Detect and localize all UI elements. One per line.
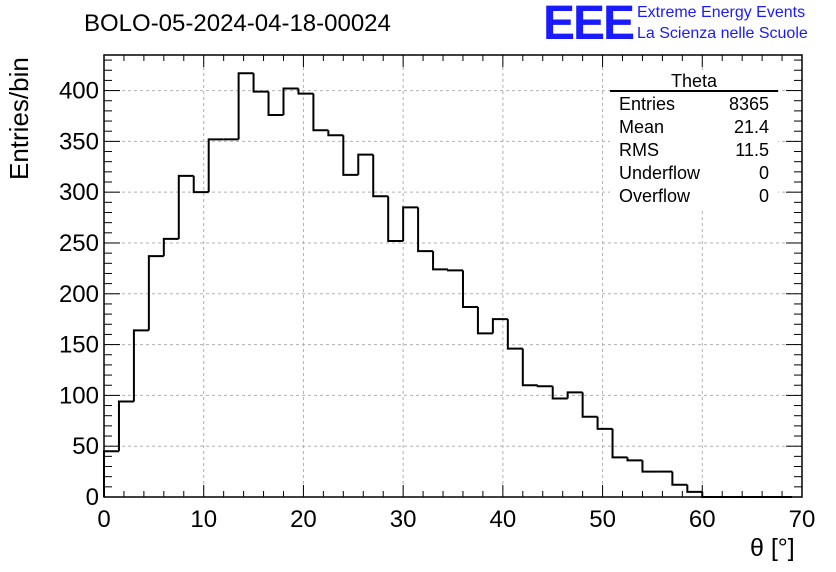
histogram-bin: [461, 270, 478, 308]
histogram-bin: [476, 306, 493, 335]
histogram-bins: [103, 72, 793, 498]
x-tick-label: 40: [490, 506, 517, 533]
plot-frame: [103, 54, 803, 498]
stats-label: Entries: [619, 94, 675, 114]
y-tick-label: 200: [59, 281, 99, 308]
histogram-bin: [207, 138, 224, 193]
histogram-bin: [671, 471, 688, 486]
histogram-bin: [103, 450, 119, 497]
histogram-bin: [252, 73, 269, 93]
histogram-bin: [162, 237, 179, 257]
stats-value: 21.4: [734, 117, 769, 137]
run-title: BOLO-05-2024-04-18-00024: [84, 10, 391, 37]
stats-label: Mean: [619, 117, 664, 137]
grid-lines: [104, 55, 802, 497]
y-tick-label: 400: [59, 78, 99, 105]
histogram-bin: [536, 385, 553, 388]
stats-value: 0: [759, 163, 769, 183]
histogram-bin: [177, 174, 194, 239]
histogram-bin: [117, 400, 134, 452]
histogram-bin: [491, 318, 508, 334]
stats-label: Overflow: [619, 186, 691, 206]
logo-line-1: Extreme Energy Events: [637, 4, 806, 21]
y-tick-label: 150: [59, 332, 99, 359]
stats-value: 0: [759, 186, 769, 206]
stats-title: Theta: [671, 71, 718, 91]
histogram-bin: [432, 251, 449, 271]
histogram-bin: [566, 391, 583, 399]
histogram-bin: [611, 428, 628, 459]
histogram-bin: [506, 319, 523, 350]
histogram-bin: [312, 93, 329, 132]
stats-label: RMS: [619, 140, 659, 160]
x-tick-label: 10: [190, 506, 217, 533]
histogram-bin: [626, 457, 643, 462]
stats-background: [610, 70, 778, 210]
logo-line-2: La Scienza nelle Scuole: [637, 25, 808, 42]
y-tick-label: 300: [59, 179, 99, 206]
histogram-bin: [282, 87, 299, 115]
histogram-bin: [297, 88, 314, 95]
x-tick-label: 0: [97, 506, 110, 533]
histogram-bin: [686, 484, 703, 493]
histogram-bin: [551, 386, 568, 400]
x-axis-label: θ [°]: [750, 534, 795, 562]
histogram-bin: [237, 72, 254, 140]
histogram-bin: [596, 416, 613, 430]
histogram-bin: [521, 348, 538, 387]
histogram-bin: [192, 175, 209, 194]
eee-logo: EEE: [543, 0, 635, 50]
histogram-bin: [372, 154, 389, 198]
histogram-bin: [357, 153, 374, 175]
y-axis-label: Entries/bin: [4, 57, 34, 180]
stats-value: 8365: [729, 94, 769, 114]
y-tick-label: 50: [72, 433, 99, 460]
x-tick-label: 70: [789, 506, 816, 533]
x-tick-label: 30: [390, 506, 417, 533]
stats-box: Theta Entries 8365 Mean 21.4 RMS 11.5 Underflow…: [610, 70, 778, 210]
axis-ticks: [103, 55, 803, 498]
histogram-bin: [701, 491, 718, 498]
y-tick-label: 250: [59, 230, 99, 257]
histogram-bin: [342, 135, 359, 176]
histogram-bin: [147, 255, 164, 331]
tick-labels: 0 10 20 30 40 50 60 70 0 50 100 150 200 250 300 350 400: [59, 78, 815, 533]
x-tick-label: 50: [589, 506, 616, 533]
x-tick-label: 20: [290, 506, 317, 533]
y-tick-label: 350: [59, 128, 99, 155]
histogram-bin: [327, 130, 344, 137]
stats-label: Underflow: [619, 163, 701, 183]
histogram-bin: [267, 91, 284, 116]
histogram-bin: [402, 206, 419, 241]
y-tick-label: 100: [59, 382, 99, 409]
stats-value: 11.5: [735, 140, 769, 160]
histogram-bin: [417, 207, 434, 253]
y-tick-label: 0: [86, 484, 99, 511]
histogram-bin: [387, 196, 404, 242]
x-tick-label: 60: [689, 506, 716, 533]
histogram-bin: [641, 460, 658, 473]
histogram-bin: [132, 329, 149, 402]
histogram-bin: [447, 269, 463, 272]
histogram-bin: [581, 392, 598, 418]
